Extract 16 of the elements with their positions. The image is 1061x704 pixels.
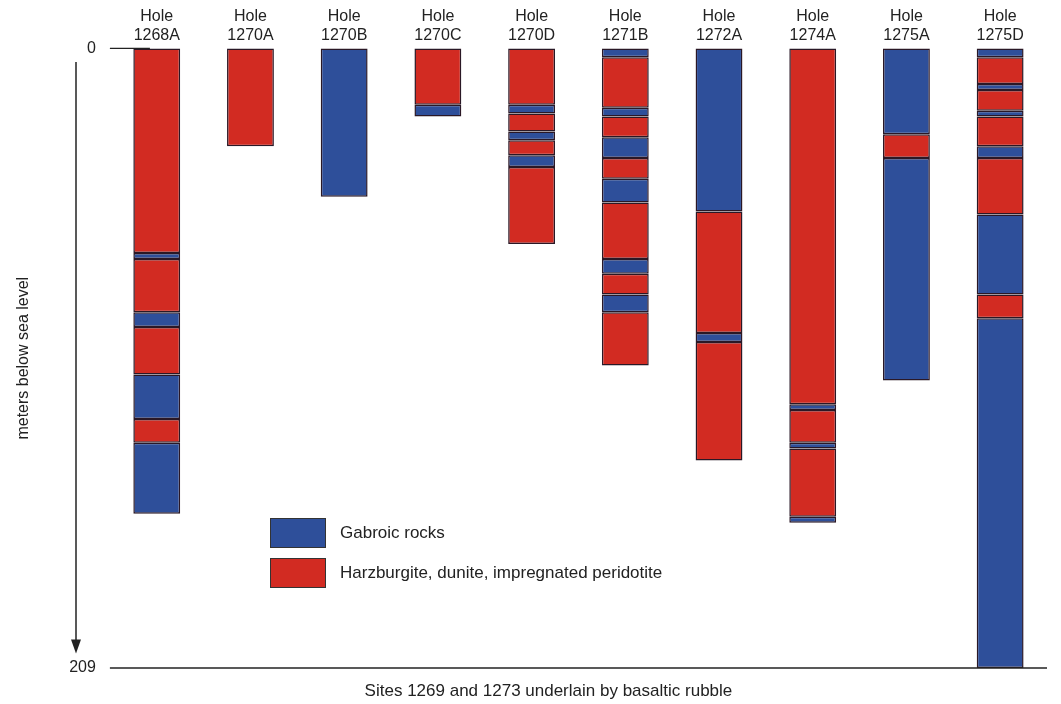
x-tick-label: Hole 1270C	[414, 7, 462, 44]
x-tick-label: Hole 1272A	[695, 7, 743, 44]
x-tick-label: Hole 1270A	[227, 7, 274, 44]
y-tick-label: 209	[69, 658, 96, 676]
x-tick-label: Hole 1275D	[976, 7, 1024, 44]
legend-label: Gabroic rocks	[340, 523, 445, 543]
x-tick-label: Hole 1274A	[789, 7, 837, 44]
x-tick-label: Hole 1275A	[883, 7, 930, 44]
text: Sites 1269 and 1273 underlain by basaltic rubble	[364, 681, 733, 700]
x-tick-label: Hole 1271B	[602, 7, 649, 44]
x-tick-label: Hole 1268A	[133, 7, 181, 44]
x-tick-label: Hole 1270D	[508, 7, 556, 44]
y-tick-label: 0	[86, 38, 96, 56]
legend-label: Harzburgite, dunite, impregnated peridotite	[340, 563, 663, 583]
x-tick-label: Hole 1270B	[321, 7, 368, 44]
y-axis-title: meters below sea level	[14, 276, 32, 440]
